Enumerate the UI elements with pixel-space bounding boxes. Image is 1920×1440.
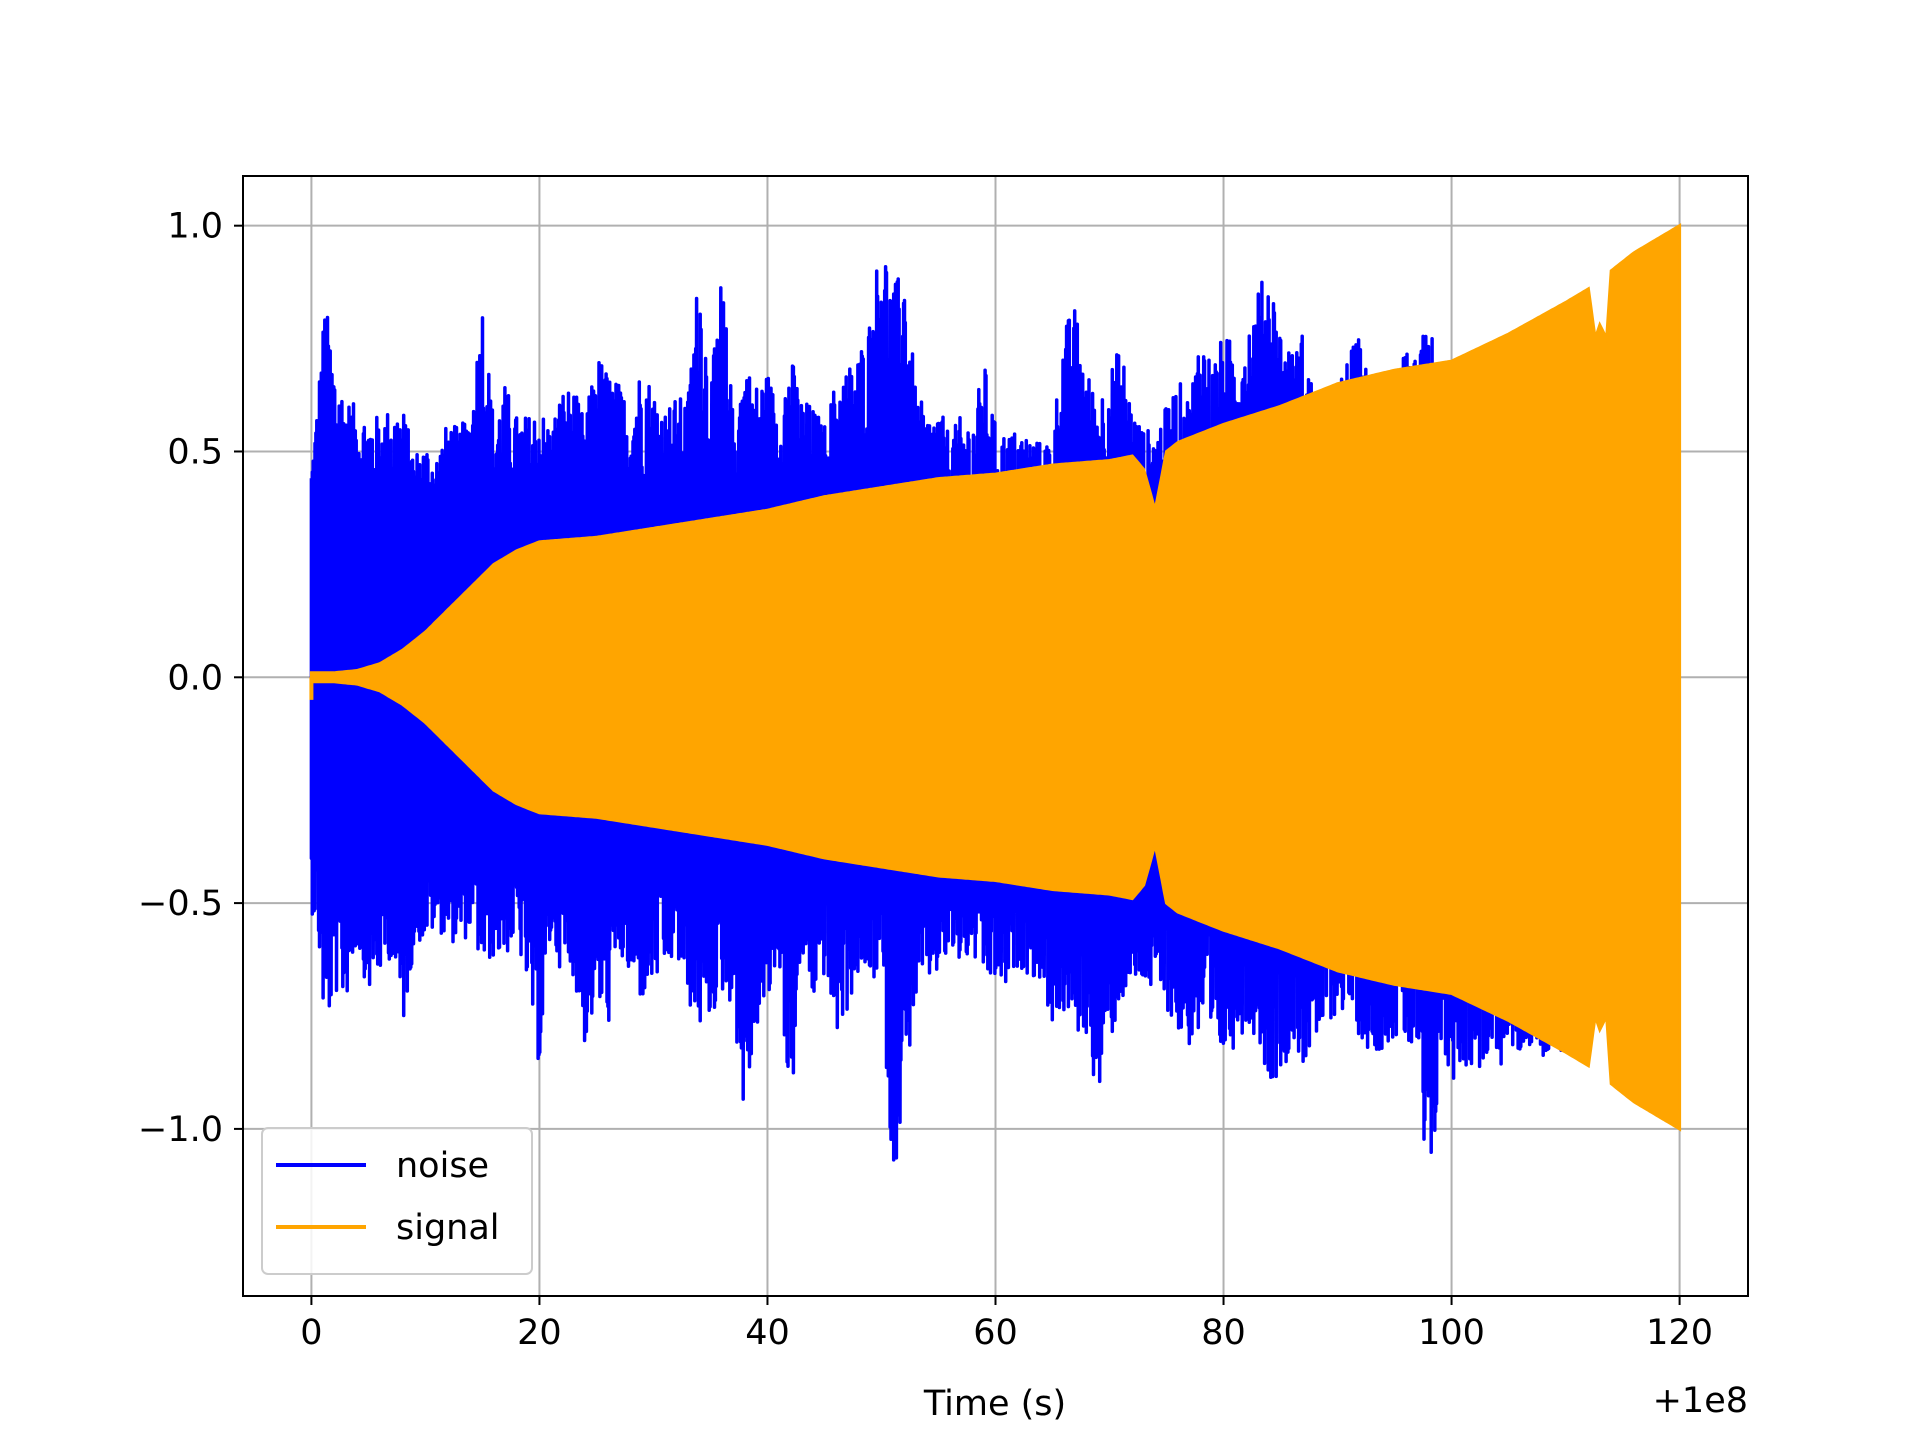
legend-label-noise: noise xyxy=(396,1146,489,1186)
signal-envelope xyxy=(309,223,1682,1132)
y-tick-label: −0.5 xyxy=(138,884,223,924)
series-layer xyxy=(309,223,1682,1162)
y-tick-label: −1.0 xyxy=(138,1110,223,1150)
x-tick-label: 100 xyxy=(1418,1313,1485,1353)
ticks: 0 20 40 60 80 100 120 1.0 0.5 0.0 −0.5 −1.0 xyxy=(138,207,1713,1353)
x-tick-label: 60 xyxy=(973,1313,1018,1353)
x-offset-label: +1e8 xyxy=(1653,1381,1748,1421)
y-tick-label: 0.0 xyxy=(167,658,223,698)
x-tick-label: 40 xyxy=(745,1313,790,1353)
legend: noise signal xyxy=(261,1127,533,1275)
x-tick-label: 20 xyxy=(517,1313,562,1353)
x-axis-label: Time (s) xyxy=(923,1384,1066,1424)
x-tick-label: 0 xyxy=(300,1313,322,1353)
x-tick-label: 80 xyxy=(1201,1313,1246,1353)
x-tick-label: 120 xyxy=(1646,1313,1713,1353)
y-tick-label: 0.5 xyxy=(167,432,223,472)
y-tick-label: 1.0 xyxy=(167,207,223,247)
legend-label-signal: signal xyxy=(396,1208,500,1248)
